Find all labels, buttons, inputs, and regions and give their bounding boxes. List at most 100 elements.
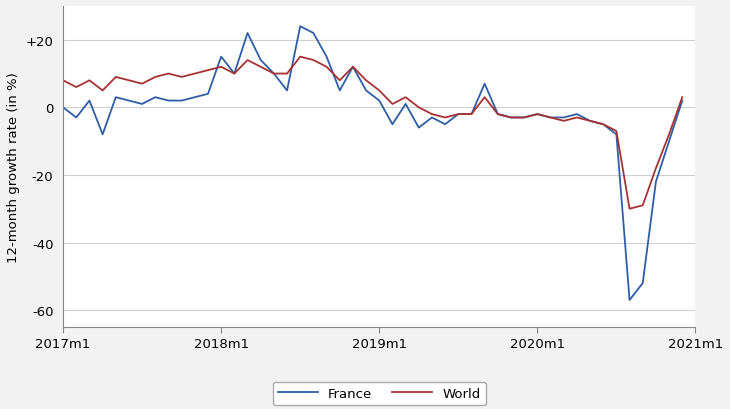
France bbox=[415, 126, 423, 131]
World bbox=[151, 75, 160, 80]
France bbox=[151, 95, 160, 100]
France bbox=[296, 25, 304, 29]
Line: France: France bbox=[63, 27, 683, 300]
France bbox=[533, 112, 542, 117]
France bbox=[361, 89, 370, 94]
France bbox=[243, 31, 252, 36]
World bbox=[652, 166, 661, 171]
France bbox=[204, 92, 212, 97]
France bbox=[454, 112, 463, 117]
World bbox=[164, 72, 173, 77]
World bbox=[546, 116, 555, 121]
Line: World: World bbox=[63, 58, 683, 209]
France bbox=[625, 298, 634, 303]
World bbox=[296, 55, 304, 60]
France bbox=[348, 65, 357, 70]
France bbox=[191, 95, 199, 100]
World bbox=[612, 129, 620, 134]
Y-axis label: 12-month growth rate (in %): 12-month growth rate (in %) bbox=[7, 72, 20, 262]
World bbox=[177, 75, 186, 80]
France bbox=[335, 89, 344, 94]
World bbox=[625, 207, 634, 212]
World bbox=[638, 203, 647, 208]
World bbox=[322, 65, 331, 70]
France bbox=[177, 99, 186, 104]
World bbox=[283, 72, 291, 77]
Legend: France, World: France, World bbox=[273, 382, 486, 405]
France bbox=[283, 89, 291, 94]
France bbox=[99, 133, 107, 137]
World bbox=[441, 116, 450, 121]
World bbox=[309, 58, 318, 63]
France bbox=[612, 133, 620, 137]
World bbox=[125, 79, 134, 83]
World bbox=[665, 133, 674, 137]
France bbox=[507, 116, 515, 121]
France bbox=[572, 112, 581, 117]
France bbox=[230, 72, 239, 77]
World bbox=[507, 116, 515, 121]
World bbox=[230, 72, 239, 77]
France bbox=[58, 106, 67, 110]
France bbox=[72, 116, 80, 121]
World bbox=[99, 89, 107, 94]
France bbox=[467, 112, 476, 117]
France bbox=[85, 99, 94, 104]
World bbox=[256, 65, 265, 70]
World bbox=[559, 119, 568, 124]
France bbox=[388, 122, 397, 127]
France bbox=[652, 180, 661, 185]
World bbox=[533, 112, 542, 117]
France bbox=[428, 116, 437, 121]
France bbox=[638, 281, 647, 286]
France bbox=[269, 72, 278, 77]
France bbox=[678, 99, 687, 104]
World bbox=[335, 79, 344, 83]
World bbox=[572, 116, 581, 121]
World bbox=[243, 58, 252, 63]
World bbox=[585, 119, 594, 124]
France bbox=[138, 102, 147, 107]
World bbox=[269, 72, 278, 77]
France bbox=[125, 99, 134, 104]
France bbox=[256, 58, 265, 63]
World bbox=[348, 65, 357, 70]
World bbox=[402, 95, 410, 100]
World bbox=[112, 75, 120, 80]
World bbox=[72, 85, 80, 90]
World bbox=[375, 89, 384, 94]
France bbox=[309, 31, 318, 36]
France bbox=[402, 102, 410, 107]
World bbox=[493, 112, 502, 117]
France bbox=[520, 116, 529, 121]
France bbox=[585, 119, 594, 124]
World bbox=[428, 112, 437, 117]
France bbox=[164, 99, 173, 104]
France bbox=[599, 122, 607, 127]
World bbox=[388, 102, 397, 107]
France bbox=[480, 82, 489, 87]
World bbox=[467, 112, 476, 117]
World bbox=[678, 95, 687, 100]
World bbox=[520, 116, 529, 121]
World bbox=[138, 82, 147, 87]
World bbox=[204, 69, 212, 74]
France bbox=[322, 55, 331, 60]
World bbox=[454, 112, 463, 117]
France bbox=[493, 112, 502, 117]
France bbox=[112, 95, 120, 100]
France bbox=[546, 116, 555, 121]
World bbox=[480, 95, 489, 100]
France bbox=[559, 116, 568, 121]
World bbox=[191, 72, 199, 77]
World bbox=[58, 79, 67, 83]
World bbox=[361, 79, 370, 83]
World bbox=[599, 122, 607, 127]
France bbox=[217, 55, 226, 60]
World bbox=[85, 79, 94, 83]
France bbox=[665, 139, 674, 144]
France bbox=[441, 122, 450, 127]
France bbox=[375, 99, 384, 104]
World bbox=[415, 106, 423, 110]
World bbox=[217, 65, 226, 70]
